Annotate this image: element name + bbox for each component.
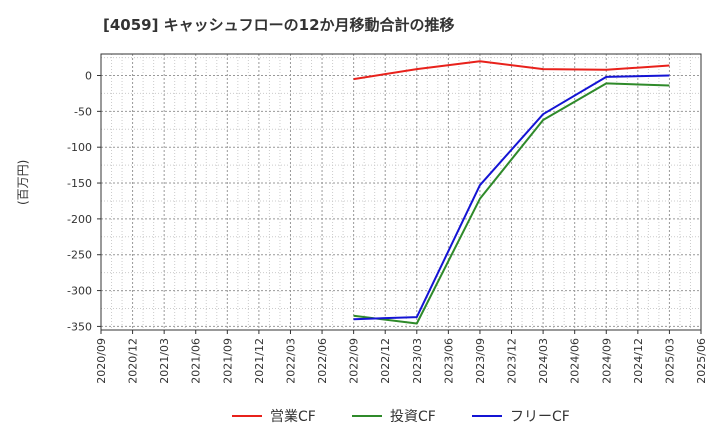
y-tick-label: -350 <box>67 320 92 333</box>
x-tick-label: 2020/09 <box>95 338 108 384</box>
x-axis-ticks: 2020/09 2020/12 2021/03 2021/06 2021/09 2021/… <box>95 330 708 384</box>
x-tick-label: 2022/03 <box>284 338 297 384</box>
x-tick-label: 2022/09 <box>348 338 361 384</box>
y-tick-label: -100 <box>67 141 92 154</box>
y-tick-label: -200 <box>67 213 92 226</box>
legend-label: 投資CF <box>390 409 436 425</box>
series-line-営業CF <box>353 60 670 81</box>
x-tick-label: 2024/12 <box>632 338 645 384</box>
x-tick-label: 2025/03 <box>663 338 676 384</box>
x-tick-label: 2023/09 <box>474 338 487 384</box>
plot-area-frame <box>100 53 702 331</box>
x-tick-label: 2024/03 <box>537 338 550 384</box>
x-tick-label: 2021/12 <box>253 338 266 384</box>
y-tick-label: -150 <box>67 177 92 190</box>
y-tick-label: -50 <box>74 105 92 118</box>
x-tick-label: 2021/06 <box>190 338 203 384</box>
x-tick-label: 2021/09 <box>221 338 234 384</box>
series-line-フリーCF <box>353 74 670 321</box>
x-tick-label: 2021/03 <box>158 338 171 384</box>
x-tick-label: 2020/12 <box>127 338 140 384</box>
chart-title: [4059] キャッシュフローの12か月移動合計の推移 <box>103 16 455 34</box>
series-lines <box>353 60 670 325</box>
x-tick-label: 2023/06 <box>442 338 455 384</box>
y-tick-label: -300 <box>67 285 92 298</box>
y-tick-label: -250 <box>67 249 92 262</box>
y-axis-ticks: 0 -50 -100 -150 -200 -250 -300 -350 <box>67 70 101 333</box>
x-tick-label: 2025/06 <box>695 338 708 384</box>
x-tick-label: 2023/12 <box>506 338 519 384</box>
legend: 営業CF 投資CF フリーCF <box>232 409 570 425</box>
x-tick-label: 2024/06 <box>569 338 582 384</box>
x-tick-label: 2022/06 <box>316 338 329 384</box>
legend-label: フリーCF <box>510 409 570 425</box>
x-tick-label: 2024/09 <box>600 338 613 384</box>
grid <box>101 54 701 330</box>
y-tick-label: 0 <box>85 70 92 83</box>
series-line-投資CF <box>353 82 670 325</box>
legend-label: 営業CF <box>270 409 316 425</box>
x-tick-label: 2023/03 <box>411 338 424 384</box>
x-tick-label: 2022/12 <box>379 338 392 384</box>
